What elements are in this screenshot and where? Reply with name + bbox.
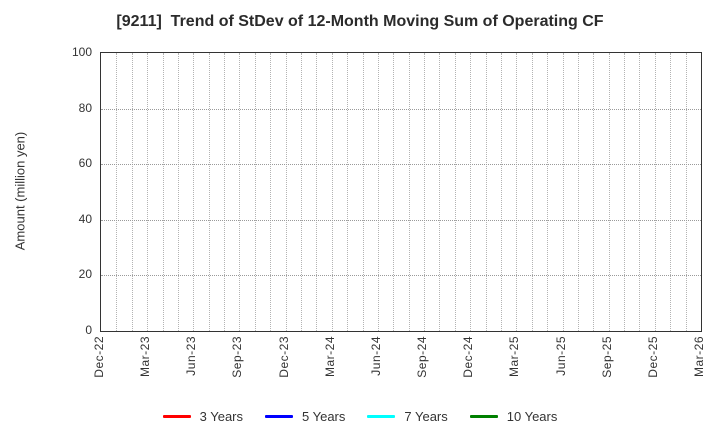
x-tick-label: Jun-24 bbox=[368, 336, 383, 376]
x-tick-label: Dec-23 bbox=[276, 336, 291, 378]
legend-item: 10 Years bbox=[469, 408, 558, 424]
x-tick-label: Dec-25 bbox=[645, 336, 660, 378]
vertical-gridline bbox=[208, 53, 210, 331]
legend-item: 7 Years bbox=[367, 408, 448, 424]
vertical-gridline bbox=[439, 53, 441, 331]
horizontal-gridline bbox=[101, 219, 701, 221]
y-tick-label: 60 bbox=[78, 156, 92, 171]
vertical-gridline bbox=[393, 53, 395, 331]
vertical-gridline bbox=[285, 53, 287, 331]
vertical-gridline bbox=[639, 53, 641, 331]
legend-item: 3 Years bbox=[162, 408, 243, 424]
plot-area bbox=[100, 52, 702, 332]
y-tick-label: 0 bbox=[85, 323, 92, 337]
horizontal-gridline bbox=[101, 275, 701, 277]
vertical-gridline bbox=[516, 53, 518, 331]
x-tick-label: Sep-25 bbox=[599, 336, 614, 378]
vertical-gridline bbox=[316, 53, 318, 331]
vertical-gridline bbox=[193, 53, 195, 331]
x-tick-label: Sep-24 bbox=[415, 336, 430, 378]
vertical-gridline bbox=[408, 53, 410, 331]
x-tick-label: Mar-26 bbox=[692, 336, 706, 378]
x-tick-label: Mar-23 bbox=[138, 336, 153, 378]
vertical-gridline bbox=[608, 53, 610, 331]
vertical-gridline bbox=[685, 53, 687, 331]
legend-swatch bbox=[367, 414, 396, 418]
vertical-gridline bbox=[224, 53, 226, 331]
y-tick-label: 80 bbox=[78, 100, 92, 115]
legend: 3 Years 5 Years 7 Years 10 Years bbox=[0, 405, 720, 427]
vertical-gridline bbox=[347, 53, 349, 331]
series-lines-layer bbox=[101, 53, 701, 331]
vertical-gridline bbox=[485, 53, 487, 331]
vertical-gridline bbox=[270, 53, 272, 331]
vertical-gridline bbox=[547, 53, 549, 331]
vertical-gridline bbox=[670, 53, 672, 331]
vertical-gridline bbox=[562, 53, 564, 331]
vertical-gridline bbox=[593, 53, 595, 331]
legend-item: 5 Years bbox=[265, 409, 345, 424]
y-axis-label: Amount (million yen) bbox=[12, 131, 28, 251]
vertical-gridline bbox=[501, 53, 502, 331]
x-tick-label: Dec-24 bbox=[461, 336, 476, 378]
legend-swatch bbox=[469, 414, 498, 418]
vertical-gridline bbox=[577, 53, 579, 331]
vertical-gridline bbox=[654, 53, 656, 331]
horizontal-gridline bbox=[101, 108, 701, 110]
horizontal-gridline bbox=[101, 164, 701, 166]
x-tick-label: Jun-25 bbox=[553, 336, 568, 376]
vertical-gridline bbox=[454, 53, 456, 331]
vertical-gridline bbox=[424, 53, 426, 331]
vertical-gridline bbox=[239, 53, 241, 331]
x-tick-label: Mar-24 bbox=[322, 336, 337, 378]
chart-title: [9211] Trend of StDev of 12-Month Moving… bbox=[116, 13, 604, 30]
x-tick-label: Dec-22 bbox=[92, 336, 106, 378]
legend-label: 7 Years bbox=[404, 408, 448, 424]
vertical-gridline bbox=[377, 53, 379, 331]
vertical-gridline bbox=[624, 53, 626, 331]
legend-label: 10 Years bbox=[506, 408, 558, 424]
vertical-gridline bbox=[177, 53, 179, 331]
y-tick-label: 40 bbox=[78, 211, 92, 226]
legend-label: 3 Years bbox=[199, 408, 243, 424]
vertical-gridline bbox=[116, 53, 118, 331]
vertical-gridline bbox=[362, 53, 364, 331]
y-tick-label: 20 bbox=[78, 267, 92, 282]
vertical-gridline bbox=[131, 53, 133, 331]
vertical-gridline bbox=[162, 53, 164, 331]
legend-label: 5 Years bbox=[302, 408, 346, 424]
x-tick-label: Jun-23 bbox=[184, 336, 199, 376]
vertical-gridline bbox=[331, 53, 333, 331]
x-tick-label: Mar-25 bbox=[507, 336, 522, 378]
vertical-gridline bbox=[254, 53, 256, 331]
y-tick-label: 100 bbox=[71, 45, 92, 59]
x-tick-label: Sep-23 bbox=[230, 336, 245, 378]
legend-swatch bbox=[162, 414, 191, 418]
vertical-gridline bbox=[301, 53, 302, 331]
vertical-gridline bbox=[531, 53, 533, 331]
legend-swatch bbox=[265, 414, 293, 418]
vertical-gridline bbox=[470, 53, 472, 331]
vertical-gridline bbox=[147, 53, 149, 331]
